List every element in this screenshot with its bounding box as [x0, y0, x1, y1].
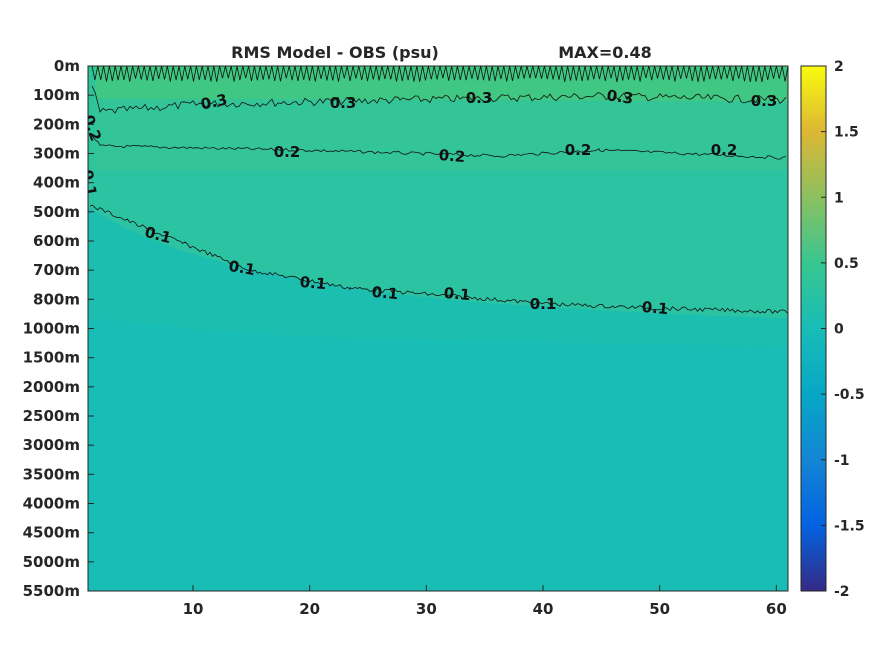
y-tick-label: 1000m — [23, 320, 80, 338]
colorbar-tick-label: -2 — [834, 584, 850, 600]
field-coastal-strip — [88, 66, 95, 170]
colorbar-tick-label: 1.5 — [834, 125, 859, 141]
contour-line-0.3 — [91, 85, 787, 114]
y-tick-label: 600m — [33, 232, 80, 250]
contour-label: 0.3 — [466, 89, 493, 107]
contour-line-0.1 — [89, 204, 788, 314]
x-tick-label: 10 — [183, 600, 204, 618]
contour-label: 0.1 — [227, 257, 256, 279]
colorbar-tick-label: 0.5 — [834, 256, 859, 272]
colorbar-tick-label: 0 — [834, 322, 844, 338]
y-tick-label: 1500m — [23, 349, 80, 367]
contour-label: 0.3 — [606, 86, 635, 108]
contour-label: 0.3 — [751, 92, 778, 110]
y-tick-label: 0m — [54, 57, 80, 75]
x-tick-label: 30 — [416, 600, 437, 618]
contour-label: 0.1 — [641, 298, 669, 318]
plot-area: 0.3 0.3 0.3 0.3 0.30.20.2 0.2 0.2 0.20.10.10.10… — [78, 66, 788, 591]
y-axis-ticks: 0m 100m 200m 300m 400m 500m 600m 700m 800m 1000m 1… — [23, 57, 94, 600]
chart-subtitle-max: MAX=0.48 — [558, 43, 652, 62]
contour-label: 0.1 — [78, 168, 100, 197]
contour-line-0.2 — [91, 135, 787, 160]
contour-label: 0.2 — [565, 141, 592, 159]
y-tick-label: 2000m — [23, 378, 80, 396]
colorbar-tick-label: 1 — [834, 190, 844, 206]
contour-label: 0.3 — [199, 90, 229, 113]
y-tick-label: 100m — [33, 86, 80, 104]
y-tick-label: 400m — [33, 174, 80, 192]
colorbar-ticks: 2 1.5 1 0.5 0 -0.5 -1 -1.5 -2 — [821, 59, 865, 600]
y-tick-label: 500m — [33, 203, 80, 221]
y-tick-label: 700m — [33, 261, 80, 279]
contour-label: 0.1 — [530, 295, 557, 313]
colorbar-tick-label: -1 — [834, 453, 850, 469]
contour-label: 0.1 — [299, 273, 327, 293]
y-tick-label: 3500m — [23, 465, 80, 483]
y-tick-label: 4000m — [23, 495, 80, 513]
contour-lines — [89, 66, 788, 314]
x-axis-ticks: 10 20 30 40 50 60 — [183, 585, 787, 618]
x-tick-label: 50 — [649, 600, 670, 618]
chart-title: RMS Model - OBS (psu) — [231, 43, 439, 62]
y-tick-label: 5000m — [23, 553, 80, 571]
y-tick-label: 3000m — [23, 436, 80, 454]
contour-label: 0.2 — [274, 143, 301, 161]
y-tick-label: 300m — [33, 145, 80, 163]
colorbar-tick-label: 2 — [834, 59, 844, 75]
colorbar-tick-label: -0.5 — [834, 387, 865, 403]
contour-label: 0.2 — [438, 146, 466, 166]
colorbar-tick-label: -1.5 — [834, 518, 865, 534]
contour-label: 0.1 — [443, 284, 471, 304]
y-tick-label: 4500m — [23, 524, 80, 542]
y-tick-label: 5500m — [23, 582, 80, 600]
contour-label: 0.3 — [330, 94, 357, 112]
x-tick-label: 40 — [533, 600, 554, 618]
y-tick-label: 2500m — [23, 407, 80, 425]
y-tick-label: 800m — [33, 290, 80, 308]
x-tick-label: 20 — [299, 600, 320, 618]
y-tick-label: 200m — [33, 115, 80, 133]
x-tick-label: 60 — [766, 600, 787, 618]
contour-labels: 0.3 0.3 0.3 0.3 0.30.20.2 0.2 0.2 0.20.10.10.10… — [78, 86, 778, 318]
contour-label: 0.2 — [711, 141, 738, 159]
contour-label: 0.1 — [371, 283, 399, 303]
field-surface-band — [88, 66, 788, 102]
